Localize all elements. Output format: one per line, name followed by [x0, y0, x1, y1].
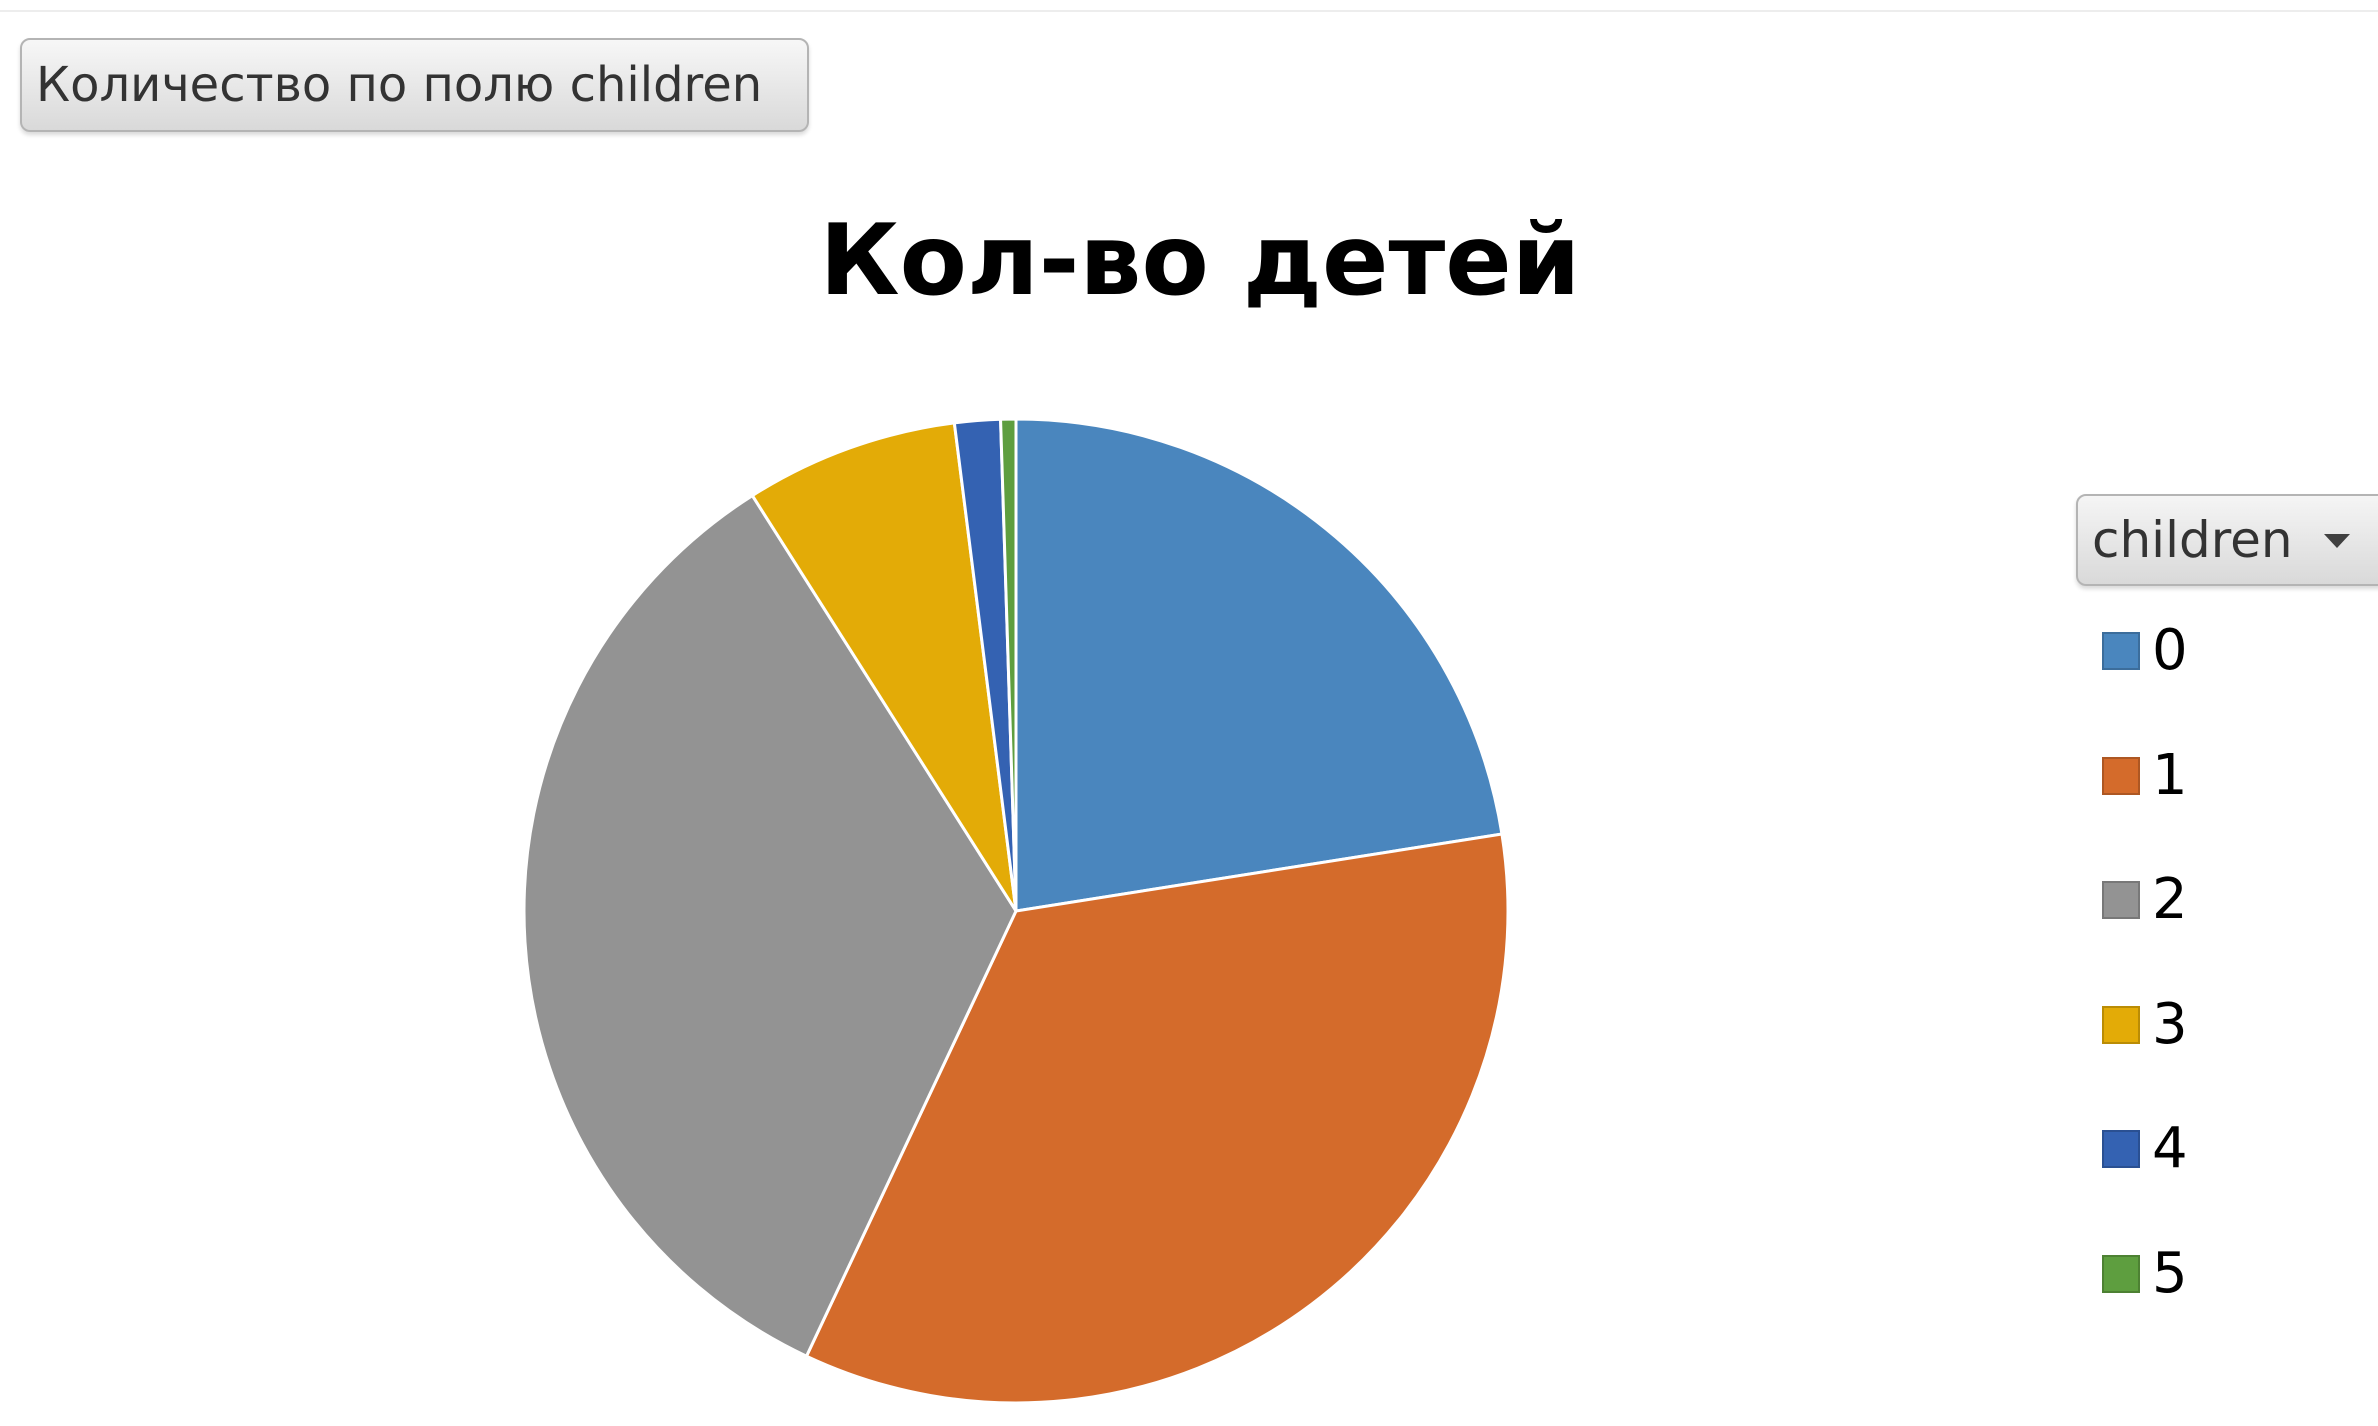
legend-item-2: 2 — [2100, 865, 2300, 935]
legend-label-3: 3 — [2152, 991, 2188, 1057]
legend-swatch-3 — [2102, 1005, 2140, 1044]
legend-label-0: 0 — [2152, 618, 2188, 683]
legend-swatch-1 — [2102, 756, 2140, 795]
legend-swatch-0 — [2102, 632, 2140, 670]
legend-label-4: 4 — [2152, 1116, 2188, 1182]
chart-area-top-border — [0, 0, 2378, 12]
pie-slice-0[interactable] — [1014, 417, 1504, 913]
pie-slice-1[interactable] — [804, 832, 1510, 1405]
legend-filter-dropdown[interactable]: children — [2076, 494, 2378, 586]
dropdown-arrow-icon — [2324, 534, 2350, 548]
legend-item-4: 4 — [2100, 1114, 2300, 1184]
legend-swatch-2 — [2102, 881, 2140, 920]
chart-title: Кол-во детей — [819, 204, 1581, 318]
legend-item-0: 0 — [2100, 616, 2300, 686]
legend-label-5: 5 — [2152, 1241, 2188, 1306]
value-field-button[interactable]: Количество по полю children — [20, 38, 809, 132]
legend-item-3: 3 — [2100, 990, 2300, 1060]
legend-label-1: 1 — [2152, 742, 2188, 808]
pie-slice-3[interactable] — [750, 421, 1018, 912]
pie-slice-2[interactable] — [522, 493, 1018, 1359]
legend-filter-label: children — [2092, 511, 2293, 569]
pie-slice-5[interactable] — [999, 417, 1018, 912]
legend-swatch-5 — [2102, 1255, 2140, 1293]
legend-label-2: 2 — [2152, 867, 2188, 933]
legend-swatch-4 — [2102, 1130, 2140, 1169]
legend-item-1: 1 — [2100, 741, 2300, 811]
legend-item-5: 5 — [2100, 1239, 2300, 1309]
